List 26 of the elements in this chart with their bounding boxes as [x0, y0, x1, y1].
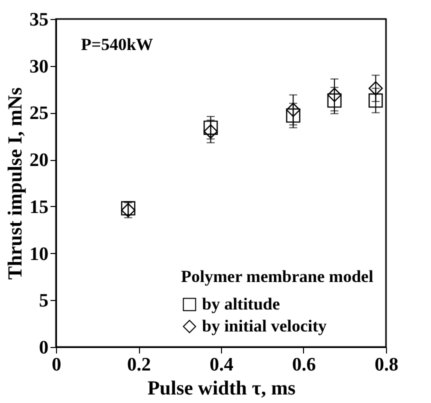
y-axis-title: Thrust impulse I, mNs: [4, 87, 26, 280]
point: [286, 108, 300, 123]
y-tick-label: 25: [30, 103, 48, 124]
y-tick-label: 30: [30, 56, 48, 78]
legend-label: by altitude: [202, 294, 280, 314]
y-tick-label: 35: [30, 10, 48, 30]
legend-label: by initial velocity: [202, 316, 328, 336]
point: [204, 120, 218, 135]
y-tick-label: 0: [39, 338, 48, 358]
annotation: P=540kW: [81, 35, 154, 54]
y-tick-label: 10: [30, 244, 48, 265]
x-tick-label: 0.2: [127, 354, 151, 376]
x-tick-label: 0.6: [292, 354, 316, 376]
point: [327, 88, 342, 102]
point: [204, 124, 218, 139]
legend-title: Polymer membrane model: [181, 267, 374, 286]
x-tick-label: 0.8: [374, 354, 398, 376]
point: [327, 93, 342, 108]
point: [286, 102, 300, 118]
y-tick-label: 20: [30, 150, 48, 172]
y-tick-label: 15: [30, 196, 48, 218]
x-tick-label: 0.4: [210, 354, 234, 376]
y-tick-label: 5: [39, 290, 48, 312]
point: [368, 81, 383, 96]
point: [368, 93, 383, 108]
x-axis-title: Pulse width τ, ms: [147, 378, 296, 400]
